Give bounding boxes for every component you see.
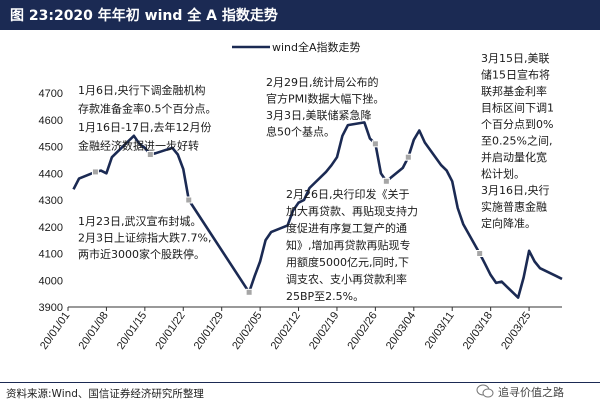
- x-tick-label: 20/02/26: [345, 310, 379, 352]
- annotation-line: 度促进有序复工复产的通: [286, 221, 407, 235]
- annotation-line: 3月3日,美联储紧急降: [266, 108, 372, 122]
- annotation-line: 至0.25%之间,: [481, 134, 552, 148]
- x-tick-label: 20/03/11: [423, 310, 457, 351]
- annotation-line: 2月26日,央行印发《关于: [286, 187, 410, 201]
- event-marker: [371, 140, 379, 148]
- chart: 3900 4000 4100 4200 4300 4400 4500 4600 4700 20/0…: [38, 40, 563, 352]
- annotation-line: 25BP至2.5%。: [286, 290, 364, 303]
- event-marker: [382, 177, 390, 185]
- x-tick-label: 20/01/01: [38, 310, 72, 352]
- annotation-line: 联邦基金利率: [481, 84, 547, 98]
- annotation-line: 松计划。: [481, 167, 525, 181]
- x-tick-label: 20/03/18: [461, 310, 495, 352]
- event-marker: [404, 153, 412, 161]
- annotation-line: 3月15日,美联: [481, 52, 550, 65]
- annotation-line: 两市近3000家个股跌停。: [78, 247, 205, 261]
- watermark: 追寻价值之路: [498, 386, 564, 399]
- x-tick-label: 20/02/12: [269, 310, 303, 352]
- y-tick-label: 4600: [39, 115, 63, 127]
- annotation-line: 目标区间下调1: [481, 101, 554, 115]
- x-tick-label: 20/02/05: [230, 310, 264, 352]
- title-bar: 图 23:2020 年年初 wind 全 A 指数走势: [0, 0, 600, 30]
- annotation-line: 存款准备金率0.5个百分点。: [78, 102, 217, 116]
- y-tick-label: 4400: [39, 168, 63, 180]
- y-tick-label: 4300: [39, 195, 63, 207]
- source-note: 资料来源:Wind、国信证券经济研究所整理: [6, 388, 204, 400]
- legend-label: wind全A指数走势: [272, 40, 361, 54]
- annotation-line: 1月16日-17日,去年12月份: [78, 120, 211, 134]
- event-marker: [476, 250, 484, 257]
- event-marker: [91, 168, 99, 176]
- annotation-line: 用额度5000亿元,同时,下: [286, 255, 409, 269]
- y-tick-label: 4500: [39, 142, 63, 154]
- annotation-line: 息50个基点。: [266, 125, 335, 139]
- y-tick-label: 4700: [39, 88, 63, 100]
- footer-divider: [0, 382, 600, 383]
- figure-title: 图 23:2020 年年初 wind 全 A 指数走势: [10, 8, 278, 24]
- annotation-line: 定向降准。: [481, 216, 536, 230]
- x-tick-label: 20/01/08: [76, 310, 110, 352]
- annotation-line: 3月16日,央行: [481, 184, 550, 197]
- x-tick-label: 20/01/29: [192, 310, 226, 352]
- annotation-line: 1月6日,央行下调金融机构: [78, 83, 206, 97]
- annotation-line: 储15日宣布将: [481, 68, 550, 82]
- event-marker: [146, 151, 154, 159]
- annotation-line: 个百分点到0%: [481, 118, 553, 131]
- x-tick-label: 20/01/22: [153, 310, 187, 352]
- x-tick-label: 20/03/04: [384, 310, 418, 352]
- annotation-line: 金融经济数据进一步好转: [78, 139, 199, 153]
- y-tick-label: 4100: [39, 249, 63, 261]
- annotation-line: 2月3日上证综指大跌7.7%,: [78, 231, 211, 245]
- annotation-line: 知》,增加再贷款再贴现专: [286, 238, 411, 252]
- wechat-icon: [476, 384, 494, 398]
- x-tick-label: 20/02/19: [307, 310, 341, 352]
- y-tick-label: 4000: [39, 275, 63, 287]
- annotation-line: 官方PMI数据大幅下挫。: [266, 92, 384, 106]
- event-marker: [245, 288, 253, 296]
- annotation-line: 调支农、支小再贷款利率: [286, 272, 407, 286]
- annotation-line: 并启动量化宽: [481, 150, 547, 164]
- x-tick-label: 20/01/15: [115, 310, 149, 352]
- y-tick-label: 3900: [39, 302, 63, 314]
- event-marker: [185, 196, 193, 204]
- annotation-line: 2月29日,统计局公布的: [266, 75, 379, 89]
- y-tick-label: 4200: [39, 222, 63, 234]
- annotation-line: 1月23日,武汉宣布封城。: [78, 214, 202, 228]
- annotation-line: 加大再贷款、再贴现支持力: [286, 204, 418, 218]
- annotation-line: 实施普惠金融: [481, 200, 547, 214]
- x-tick-label: 20/03/25: [499, 310, 533, 352]
